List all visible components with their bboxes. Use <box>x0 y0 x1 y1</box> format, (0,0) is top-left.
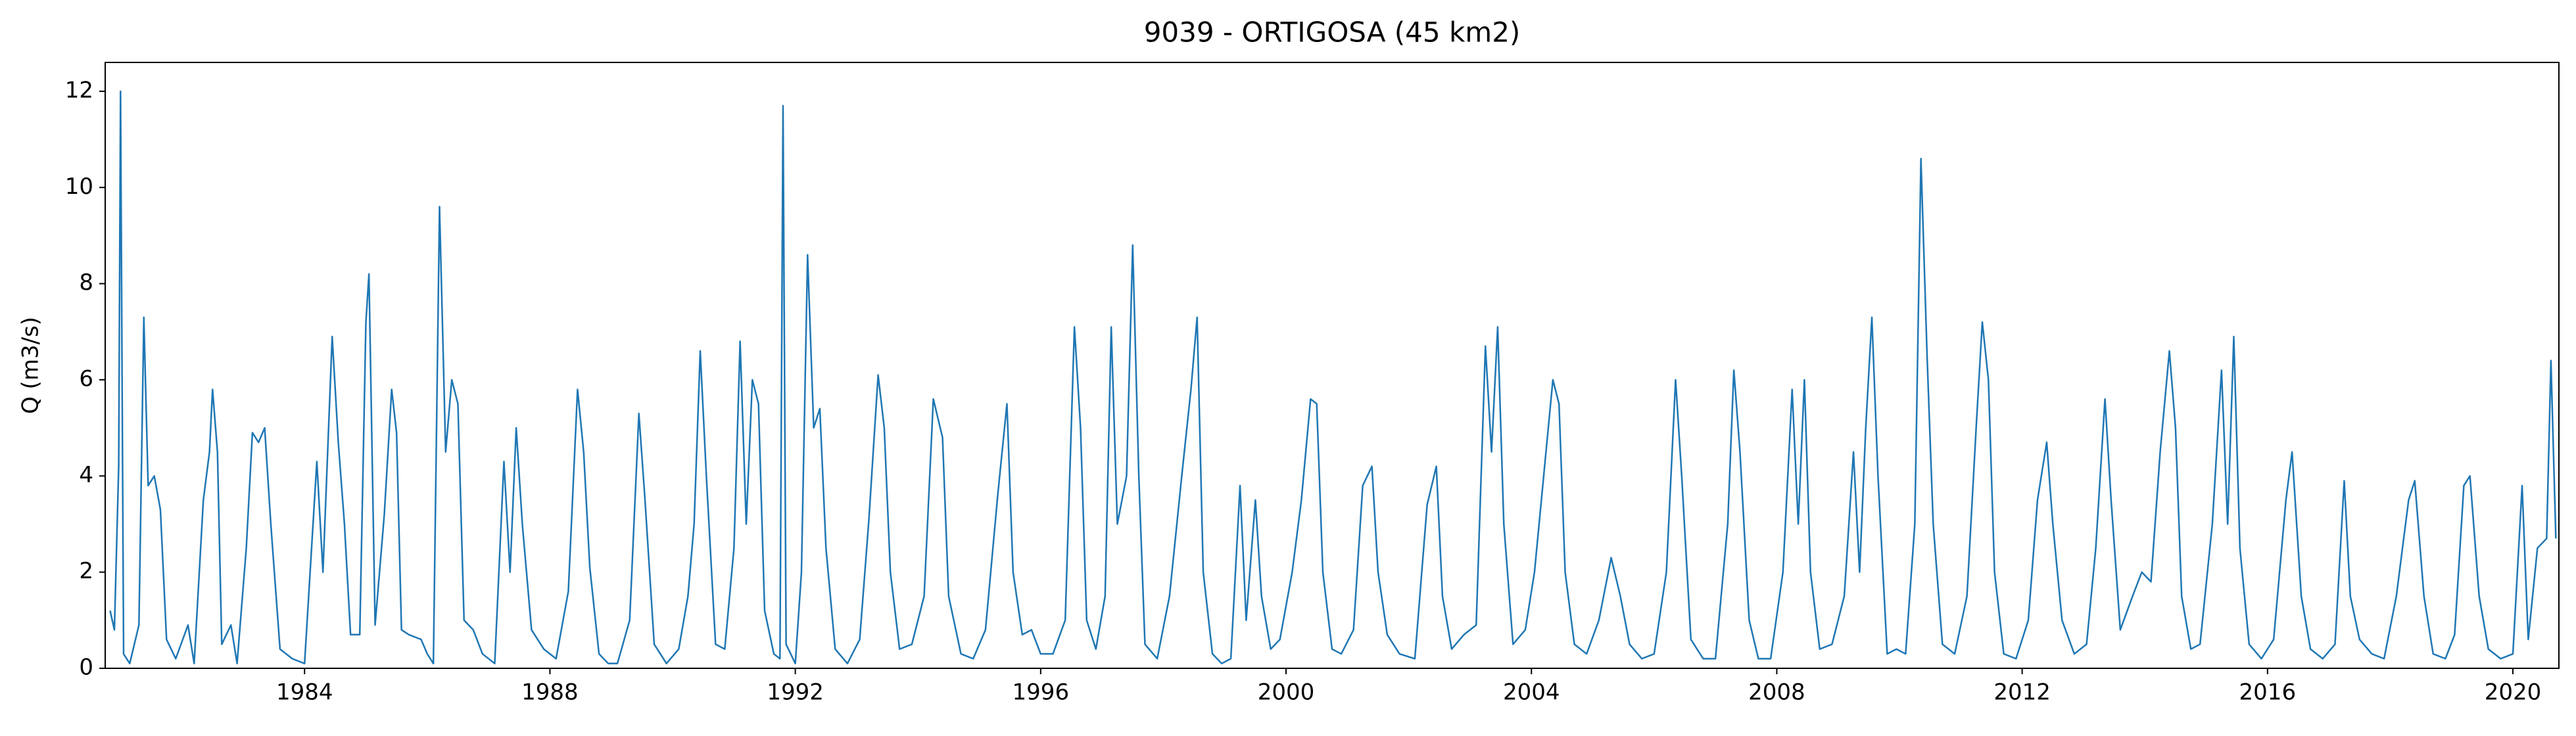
y-tick-label: 0 <box>79 655 93 681</box>
x-tick-label: 2020 <box>2485 679 2542 706</box>
y-tick-label: 12 <box>65 77 93 103</box>
x-tick-label: 1996 <box>1013 679 1070 706</box>
chart-title: 9039 - ORTIGOSA (45 km2) <box>1144 16 1521 49</box>
y-axis-label: Q (m3/s) <box>18 317 44 414</box>
y-tick-label: 2 <box>79 558 93 584</box>
plot-frame <box>105 62 2560 669</box>
x-tick-label: 1988 <box>521 679 579 706</box>
x-tick-label: 2012 <box>1993 679 2051 706</box>
y-tick-label: 8 <box>79 269 93 296</box>
x-tick-label: 2000 <box>1258 679 1315 706</box>
x-tick-label: 1992 <box>767 679 824 706</box>
x-tick-label: 2004 <box>1503 679 1560 706</box>
x-tick-label: 2016 <box>2239 679 2297 706</box>
series-line <box>109 90 2557 664</box>
x-tick-label: 1984 <box>276 679 333 706</box>
y-tick-label: 10 <box>65 173 93 200</box>
y-tick-label: 4 <box>79 462 93 488</box>
x-tick-label: 2008 <box>1748 679 1805 706</box>
y-tick-label: 6 <box>79 365 93 392</box>
